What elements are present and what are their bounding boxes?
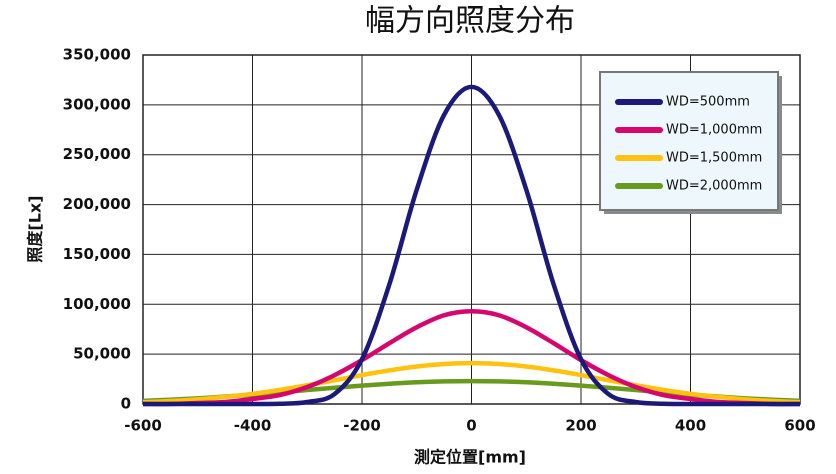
x-tick-label: -200 [343, 417, 381, 435]
x-tick-label: 0 [466, 417, 476, 435]
x-tick-label: -400 [234, 417, 272, 435]
y-tick-label: 200,000 [63, 195, 131, 213]
y-tick-label: 150,000 [63, 245, 131, 263]
y-axis-label: 照度[Lx] [26, 195, 45, 262]
legend-label: WD=1,000mm [666, 123, 762, 138]
x-tick-label: 600 [784, 417, 815, 435]
x-tick-label: -600 [124, 417, 162, 435]
y-tick-label: 350,000 [63, 46, 131, 64]
x-tick-label: 400 [675, 417, 706, 435]
y-tick-label: 250,000 [63, 145, 131, 163]
y-tick-label: 300,000 [63, 95, 131, 113]
legend-label: WD=1,500mm [666, 151, 762, 166]
legend-label: WD=500mm [666, 95, 750, 110]
legend-label: WD=2,000mm [666, 179, 762, 194]
series-line [142, 309, 801, 407]
x-axis-label: 測定位置[mm] [414, 448, 526, 467]
x-tick-label: 200 [565, 417, 596, 435]
y-tick-label: 50,000 [73, 345, 131, 363]
series-line [142, 360, 801, 405]
plot-frame [142, 54, 801, 405]
y-tick-label: 100,000 [63, 295, 131, 313]
y-tick-label: 0 [121, 395, 131, 413]
chart-title: 幅方向照度分布 [365, 4, 575, 39]
series-line [142, 84, 800, 407]
